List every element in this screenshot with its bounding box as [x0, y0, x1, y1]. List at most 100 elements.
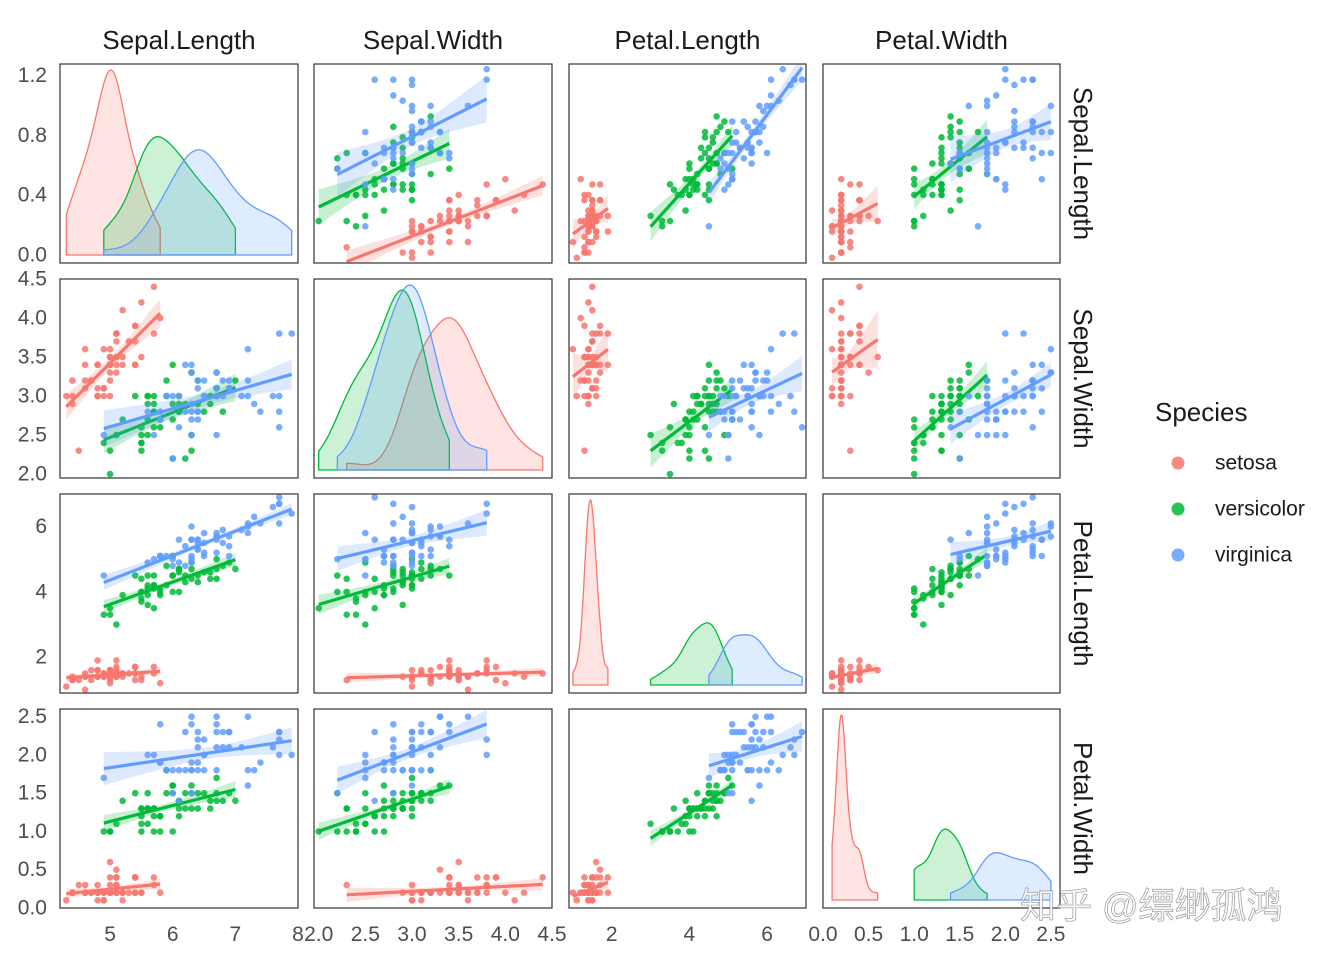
point-virginica [483, 751, 491, 759]
point-virginica [1011, 385, 1018, 392]
point-versicolor [232, 797, 239, 805]
point-setosa [492, 676, 500, 684]
point-virginica [200, 766, 208, 774]
point-virginica [483, 736, 491, 743]
point-virginica [763, 369, 771, 376]
point-versicolor [910, 447, 918, 455]
point-virginica [225, 552, 233, 560]
point-virginica [390, 789, 397, 797]
point-setosa [446, 212, 453, 220]
point-virginica [748, 149, 755, 157]
point-versicolor [910, 217, 918, 225]
point-versicolor [200, 789, 208, 797]
point-setosa [408, 897, 416, 904]
point-setosa [408, 223, 416, 230]
confidence-band-setosa [832, 310, 878, 387]
point-setosa [592, 858, 600, 866]
point-versicolor [399, 144, 407, 152]
point-virginica [728, 766, 736, 774]
point-virginica [334, 165, 341, 172]
point-versicolor [938, 601, 945, 609]
point-versicolor [956, 139, 963, 146]
point-virginica [188, 789, 195, 797]
point-virginica [760, 377, 767, 384]
point-virginica [219, 728, 227, 736]
regression-line-virginica [708, 371, 803, 419]
point-versicolor [194, 578, 202, 586]
point-virginica [390, 500, 397, 508]
point-virginica [728, 721, 736, 728]
point-virginica [1020, 330, 1027, 337]
point-versicolor [701, 134, 709, 141]
panel-border [568, 278, 807, 479]
point-versicolor [399, 181, 407, 188]
point-virginica [436, 523, 444, 530]
point-virginica [219, 744, 227, 751]
y-tick-label: 6 [35, 515, 47, 538]
density-versicolor [318, 289, 450, 471]
strip-labels: Sepal.Length Sepal.Length Sepal.Width Sepal… [102, 25, 1098, 875]
regression-line-versicolor [649, 388, 734, 453]
point-virginica [408, 562, 416, 570]
point-versicolor [693, 789, 701, 797]
point-virginica [1011, 369, 1018, 376]
point-virginica [362, 751, 369, 759]
point-setosa [581, 322, 588, 330]
point-setosa [408, 217, 416, 225]
point-setosa [589, 385, 596, 392]
point-virginica [188, 536, 195, 543]
point-versicolor [418, 559, 425, 566]
point-versicolor [408, 582, 416, 589]
point-setosa [100, 392, 108, 400]
point-setosa [343, 881, 351, 889]
point-setosa [596, 866, 604, 873]
point-setosa [446, 228, 453, 235]
point-versicolor [910, 165, 918, 172]
point-virginica [150, 431, 158, 439]
point-virginica [362, 555, 369, 563]
point-setosa [113, 330, 120, 337]
point-virginica [371, 728, 379, 736]
point-versicolor [399, 601, 407, 609]
regression-line-virginica [336, 97, 488, 176]
panel-Sepal.Width-vs-Sepal.Length [59, 278, 299, 479]
point-virginica [1002, 186, 1009, 193]
point-setosa [828, 683, 836, 690]
point-setosa [464, 889, 472, 896]
point-versicolor [717, 123, 724, 131]
point-setosa [446, 657, 453, 664]
point-virginica [974, 223, 982, 230]
point-versicolor [144, 591, 151, 599]
point-versicolor [666, 181, 674, 188]
point-setosa [106, 858, 114, 866]
point-virginica [705, 431, 713, 439]
point-setosa [596, 181, 604, 188]
point-setosa [483, 212, 491, 220]
point-versicolor [131, 392, 139, 400]
point-versicolor [929, 575, 936, 583]
point-virginica [100, 572, 108, 579]
point-virginica [213, 385, 220, 392]
x-tick-label: 0.0 [808, 923, 837, 946]
point-versicolor [213, 797, 220, 805]
point-versicolor [232, 565, 239, 573]
point-setosa [581, 244, 588, 251]
point-versicolor [399, 572, 407, 579]
point-versicolor [175, 569, 183, 576]
point-virginica [748, 736, 755, 743]
point-versicolor [334, 588, 341, 596]
point-versicolor [956, 582, 963, 589]
x-tick-label: 3.0 [397, 923, 426, 946]
point-virginica [992, 408, 1000, 416]
point-virginica [483, 65, 491, 73]
y-tick-label: 0.8 [18, 124, 47, 147]
point-versicolor [352, 223, 360, 230]
point-versicolor [701, 447, 709, 455]
point-virginica [436, 744, 444, 751]
point-versicolor [213, 575, 220, 583]
point-versicolor [910, 585, 918, 592]
point-virginica [408, 728, 416, 736]
point-setosa [502, 679, 509, 687]
panel-border [822, 708, 1061, 909]
point-versicolor [343, 805, 351, 812]
